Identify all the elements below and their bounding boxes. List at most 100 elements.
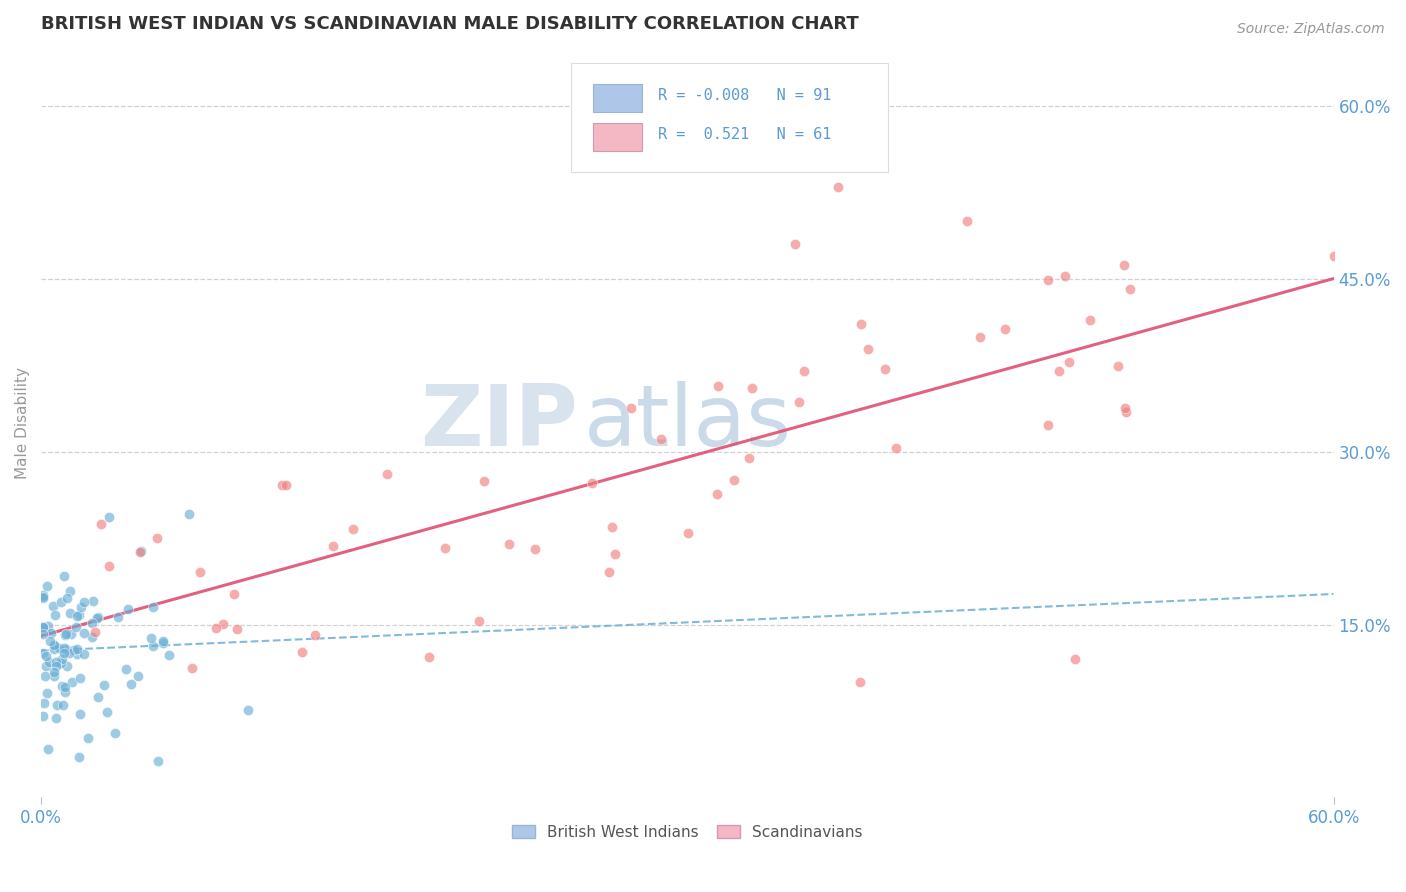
Point — [152, 633, 174, 648]
Point — [69, 671, 91, 685]
Point — [146, 531, 169, 545]
Point — [146, 754, 169, 768]
Point — [322, 539, 344, 553]
Point — [188, 565, 211, 579]
Point — [66, 609, 89, 624]
Point — [706, 486, 728, 500]
Point — [44, 665, 66, 680]
Point — [65, 620, 87, 634]
Point — [90, 516, 112, 531]
Point — [42, 638, 65, 652]
Point — [32, 620, 55, 634]
Point — [53, 680, 76, 694]
Point — [35, 649, 58, 664]
Point — [32, 622, 55, 636]
Point — [1038, 417, 1060, 432]
Point — [1114, 401, 1136, 415]
Point — [35, 659, 58, 673]
Point — [32, 588, 55, 602]
Point — [51, 652, 73, 666]
Point — [45, 658, 67, 673]
Point — [97, 510, 120, 524]
Point — [45, 711, 67, 725]
Point — [723, 473, 745, 487]
Point — [1036, 273, 1059, 287]
Point — [82, 630, 104, 644]
Point — [598, 565, 620, 579]
Point — [157, 648, 180, 662]
Point — [86, 690, 108, 704]
Point — [42, 599, 65, 613]
Point — [87, 610, 110, 624]
Point — [1078, 312, 1101, 326]
Point — [581, 475, 603, 490]
Point — [82, 594, 104, 608]
Point — [152, 636, 174, 650]
Point — [472, 475, 495, 489]
Point — [104, 726, 127, 740]
Point — [56, 591, 79, 606]
Point — [1057, 354, 1080, 368]
Point — [55, 642, 77, 657]
Point — [224, 587, 246, 601]
Point — [32, 646, 55, 660]
Point — [52, 640, 75, 655]
Point — [69, 707, 91, 722]
Point — [59, 606, 82, 620]
Point — [32, 590, 55, 604]
Point — [1064, 652, 1087, 666]
Point — [142, 599, 165, 614]
Point — [39, 626, 62, 640]
Point — [86, 611, 108, 625]
Point — [375, 467, 398, 482]
Y-axis label: Male Disability: Male Disability — [15, 367, 30, 479]
Point — [60, 675, 83, 690]
Point — [107, 610, 129, 624]
Point — [96, 706, 118, 720]
Point — [45, 698, 67, 712]
Point — [53, 627, 76, 641]
Point — [678, 525, 700, 540]
Point — [523, 541, 546, 556]
Point — [53, 569, 76, 583]
Point — [117, 602, 139, 616]
Point — [35, 685, 58, 699]
Point — [827, 179, 849, 194]
Point — [51, 698, 73, 712]
Point — [49, 656, 72, 670]
Point — [32, 696, 55, 710]
Point — [783, 237, 806, 252]
Point — [70, 600, 93, 615]
Point — [59, 627, 82, 641]
Point — [73, 626, 96, 640]
Point — [848, 675, 870, 690]
Point — [51, 679, 73, 693]
Point — [82, 615, 104, 630]
Point — [51, 595, 73, 609]
Point — [44, 639, 66, 653]
Text: Source: ZipAtlas.com: Source: ZipAtlas.com — [1237, 22, 1385, 37]
Point — [127, 669, 149, 683]
FancyBboxPatch shape — [571, 63, 887, 172]
Point — [73, 648, 96, 662]
Point — [304, 628, 326, 642]
Point — [226, 622, 249, 636]
Point — [620, 401, 643, 415]
Point — [467, 614, 489, 628]
Point — [142, 640, 165, 654]
Point — [236, 703, 259, 717]
Point — [418, 650, 440, 665]
Point — [787, 395, 810, 409]
Bar — [593, 122, 643, 151]
Point — [37, 742, 59, 756]
Point — [32, 709, 55, 723]
Point — [39, 634, 62, 648]
Point — [179, 507, 201, 521]
Point — [59, 584, 82, 599]
Point — [77, 731, 100, 745]
Point — [115, 662, 138, 676]
Point — [55, 626, 77, 640]
Point — [97, 558, 120, 573]
Point — [291, 645, 314, 659]
Point — [120, 677, 142, 691]
